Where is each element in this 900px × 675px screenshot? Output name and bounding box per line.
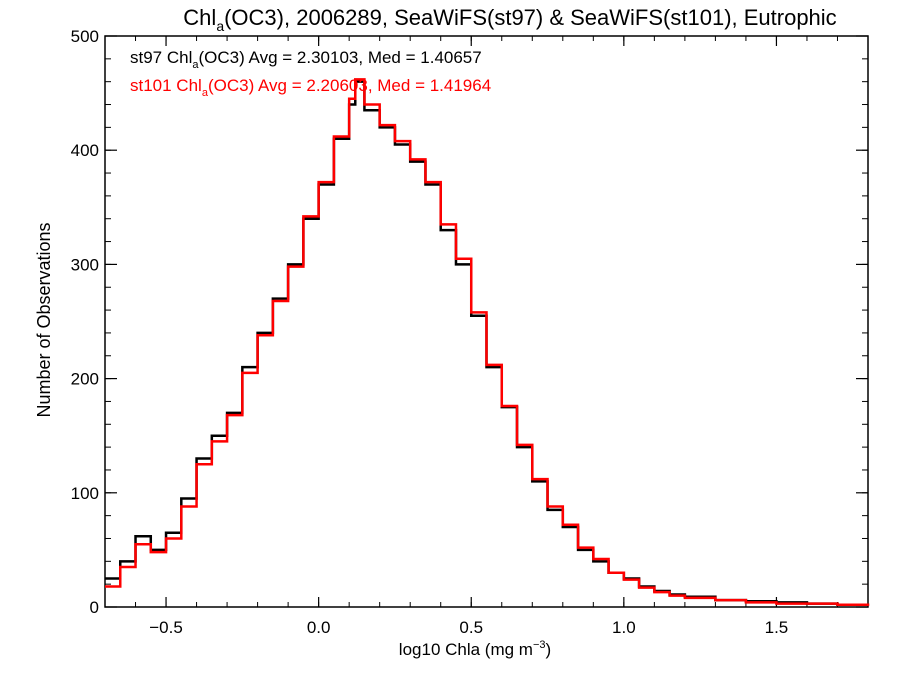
- annotation-st101-post: (OC3) Avg = 2.20603, Med = 1.41964: [208, 76, 491, 95]
- y-axis-label: Number of Observations: [34, 222, 54, 417]
- annotation-st97-pre: st97 Chl: [130, 48, 192, 67]
- title-sub: a: [216, 18, 224, 34]
- x-tick-label: −0.5: [149, 618, 183, 637]
- histogram-series-line-1: [105, 78, 870, 606]
- annotation-st101-pre: st101 Chl: [130, 76, 202, 95]
- annotation-st97: st97 Chla(OC3) Avg = 2.30103, Med = 1.40…: [130, 48, 482, 71]
- y-tick-label: 500: [71, 27, 99, 46]
- y-tick-label: 400: [71, 141, 99, 160]
- title-post: (OC3), 2006289, SeaWiFS(st97) & SeaWiFS(…: [224, 5, 837, 30]
- annotation-st97-post: (OC3) Avg = 2.30103, Med = 1.40657: [199, 48, 482, 67]
- xlabel-pre: log10 Chla (mg m: [399, 640, 533, 659]
- title-pre: Chl: [183, 5, 216, 30]
- x-tick-label: 0.0: [307, 618, 331, 637]
- chart-title: Chla(OC3), 2006289, SeaWiFS(st97) & SeaW…: [183, 5, 836, 34]
- y-tick-label: 0: [90, 598, 99, 617]
- annotation-st101: st101 Chla(OC3) Avg = 2.20603, Med = 1.4…: [130, 76, 491, 99]
- y-tick-label: 300: [71, 255, 99, 274]
- plot-area: [105, 78, 870, 606]
- x-axis-label: log10 Chla (mg m−3): [399, 639, 551, 659]
- annotation-st101-sub: a: [202, 87, 209, 99]
- plot-frame: [104, 35, 869, 608]
- y-tick-label: 200: [71, 370, 99, 389]
- x-tick-label: 1.0: [612, 618, 636, 637]
- xlabel-post: ): [546, 640, 552, 659]
- axes: −0.5 0.0 0.5 1.0 1.5 0 100 200 300 400 500: [71, 27, 869, 637]
- y-tick-label: 100: [71, 484, 99, 503]
- x-tick-label: 0.5: [459, 618, 483, 637]
- x-tick-label: 1.5: [765, 618, 789, 637]
- annotation-st97-sub: a: [192, 59, 199, 71]
- xlabel-sup: −3: [533, 639, 546, 651]
